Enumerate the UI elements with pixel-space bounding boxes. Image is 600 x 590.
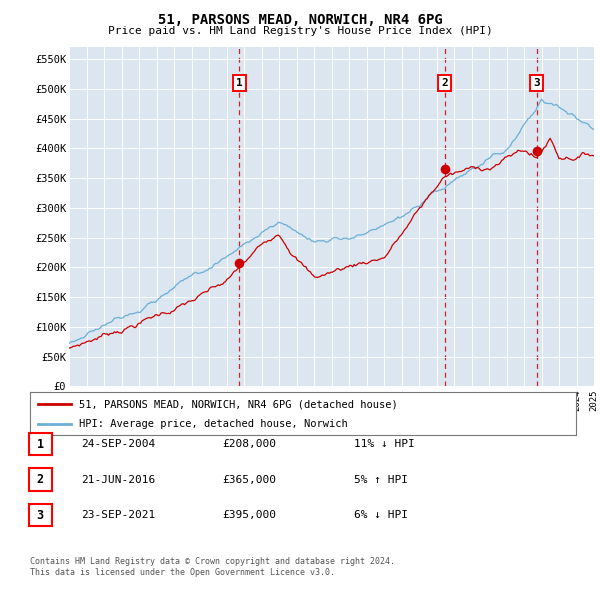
- Text: 1: 1: [236, 78, 242, 88]
- Text: 3: 3: [37, 509, 44, 522]
- Text: 51, PARSONS MEAD, NORWICH, NR4 6PG (detached house): 51, PARSONS MEAD, NORWICH, NR4 6PG (deta…: [79, 399, 398, 409]
- Text: 3: 3: [533, 78, 540, 88]
- Text: 2: 2: [37, 473, 44, 486]
- Text: 11% ↓ HPI: 11% ↓ HPI: [354, 440, 415, 449]
- Text: HPI: Average price, detached house, Norwich: HPI: Average price, detached house, Norw…: [79, 419, 348, 429]
- Text: This data is licensed under the Open Government Licence v3.0.: This data is licensed under the Open Gov…: [30, 568, 335, 577]
- Text: Contains HM Land Registry data © Crown copyright and database right 2024.: Contains HM Land Registry data © Crown c…: [30, 558, 395, 566]
- Text: 23-SEP-2021: 23-SEP-2021: [81, 510, 155, 520]
- Text: 51, PARSONS MEAD, NORWICH, NR4 6PG: 51, PARSONS MEAD, NORWICH, NR4 6PG: [158, 13, 442, 27]
- Text: £208,000: £208,000: [222, 440, 276, 449]
- Text: 2: 2: [442, 78, 448, 88]
- Text: 1: 1: [37, 438, 44, 451]
- Text: 6% ↓ HPI: 6% ↓ HPI: [354, 510, 408, 520]
- Text: £395,000: £395,000: [222, 510, 276, 520]
- Text: 24-SEP-2004: 24-SEP-2004: [81, 440, 155, 449]
- Text: 21-JUN-2016: 21-JUN-2016: [81, 475, 155, 484]
- Text: 5% ↑ HPI: 5% ↑ HPI: [354, 475, 408, 484]
- Text: Price paid vs. HM Land Registry's House Price Index (HPI): Price paid vs. HM Land Registry's House …: [107, 26, 493, 36]
- Text: £365,000: £365,000: [222, 475, 276, 484]
